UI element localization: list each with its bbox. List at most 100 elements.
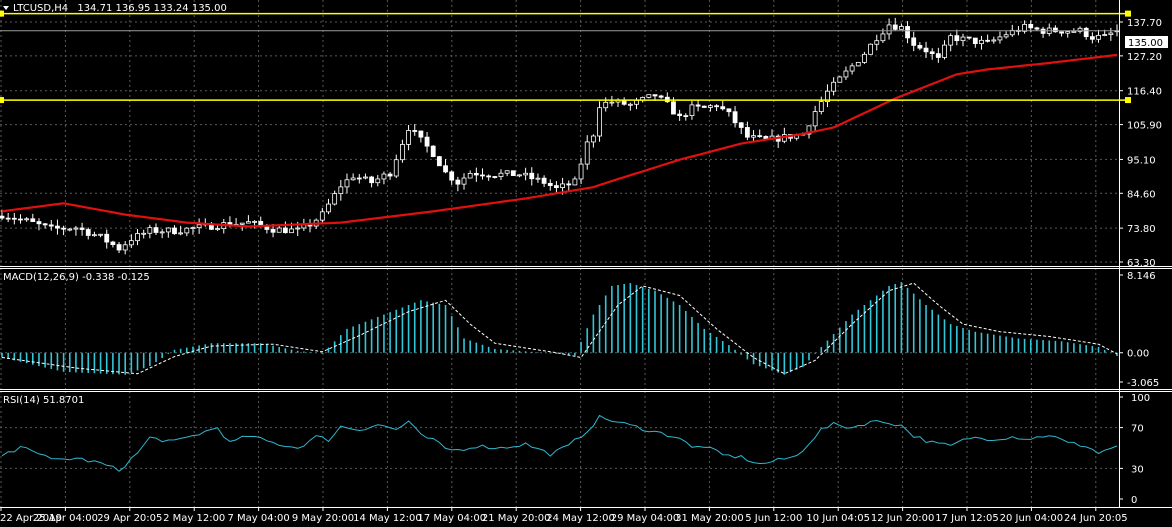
candle-body <box>597 107 602 137</box>
candle-body <box>350 177 356 181</box>
candle-body <box>1077 27 1083 32</box>
candle-body <box>584 141 590 165</box>
price-tick-label: 137.70 <box>1127 18 1162 29</box>
candle-body <box>332 193 338 205</box>
candle-body <box>61 227 67 230</box>
candle-body <box>55 225 60 229</box>
candle-body <box>165 227 171 233</box>
candle-body <box>689 104 695 117</box>
time-tick-label: 24 Jun 20:05 <box>1064 513 1128 524</box>
candle-body <box>122 244 128 251</box>
time-tick-label: 9 May 20:00 <box>292 513 354 524</box>
candle-body <box>997 36 1003 41</box>
candle-body <box>751 135 756 138</box>
price-tick-label: 63.30 <box>1127 258 1156 269</box>
candle-body <box>289 228 294 234</box>
candle-body <box>116 244 122 251</box>
time-tick-label: 21 May 20:00 <box>482 513 551 524</box>
candle-body <box>387 173 393 177</box>
candle-body <box>418 130 424 138</box>
horizontal-lines[interactable] <box>0 10 1131 104</box>
time-tick-label: 17 May 04:00 <box>418 513 487 524</box>
candle-body <box>135 233 140 242</box>
candle-body <box>369 176 375 184</box>
candle-body <box>818 101 824 112</box>
candle-body <box>381 173 387 180</box>
time-tick-label: 22 Apr 2019 <box>0 513 62 524</box>
candle-body <box>923 47 929 53</box>
candle-body <box>393 159 399 177</box>
current-price-text: 135.00 <box>1128 38 1163 49</box>
rsi-pane[interactable]: 100 70 30 0 RSI(14) 51.8701 <box>0 391 1150 507</box>
candle-body <box>153 227 159 233</box>
candle-body <box>972 37 978 45</box>
horizontal-line-handle <box>1125 97 1131 104</box>
candle-body <box>825 90 830 103</box>
candle-body <box>652 94 658 97</box>
candle-body <box>843 70 849 78</box>
candle-body <box>911 37 917 46</box>
macd-pane[interactable]: 8.146 0.00 -3.065 MACD(12,26,9) -0.338 -0.… <box>0 268 1159 389</box>
candle-body <box>498 172 504 177</box>
candle-body <box>695 104 701 107</box>
candle-body <box>85 229 91 236</box>
rsi-grid <box>0 391 1119 507</box>
candle-body <box>991 39 997 42</box>
candle-body <box>18 218 23 221</box>
price-tick-label: 84.60 <box>1127 189 1156 200</box>
candle-body <box>239 222 245 225</box>
macd-tick-label: 8.146 <box>1127 271 1156 282</box>
candle-body <box>744 127 750 138</box>
candle-body <box>627 103 633 106</box>
candle-body <box>48 224 54 227</box>
time-tick-label: 7 May 04:00 <box>227 513 289 524</box>
price-grid <box>0 0 1119 266</box>
current-price-tag: 135.00 <box>1125 36 1168 49</box>
candle-body <box>714 105 719 108</box>
candle-body <box>319 211 325 221</box>
candle-body <box>554 185 559 189</box>
candle-body <box>455 179 461 185</box>
price-pane[interactable]: 137.70 127.20 116.40 105.90 95.10 84.60 73.80 6… <box>0 0 1168 269</box>
candle-body <box>24 218 30 221</box>
candle-body <box>461 177 467 185</box>
candle-body <box>726 108 732 113</box>
candle-body <box>560 183 565 189</box>
candle-body <box>677 113 683 116</box>
macd-tick-label: -3.065 <box>1127 378 1159 389</box>
candle-body <box>960 36 966 42</box>
candle-body <box>683 115 689 117</box>
time-tick-label: 17 Jun 12:05 <box>935 513 999 524</box>
candle-body <box>412 130 418 132</box>
candle-body <box>720 106 726 110</box>
time-tick-label: 25 Apr 04:00 <box>33 513 98 524</box>
candle-body <box>1040 28 1046 34</box>
candle-body <box>196 224 202 229</box>
header-dropdown-icon[interactable] <box>3 6 9 10</box>
candle-body <box>929 51 935 55</box>
candle-body <box>855 62 861 67</box>
candle-body <box>1065 31 1071 34</box>
candle-body <box>79 227 85 230</box>
time-tick-label: 29 May 04:00 <box>611 513 680 524</box>
price-tick-label: 116.40 <box>1127 87 1162 98</box>
rsi-tick-label: 100 <box>1131 393 1150 404</box>
rsi-tick-label: 70 <box>1131 424 1144 435</box>
candle-body <box>1089 36 1095 40</box>
candle-body <box>295 227 301 230</box>
candle-body <box>258 221 264 226</box>
candle-body <box>535 177 541 180</box>
candle-body <box>880 33 886 42</box>
candle-body <box>375 178 381 184</box>
candle-body <box>1071 30 1077 33</box>
time-tick-label: 12 Jun 20:00 <box>871 513 935 524</box>
candle-body <box>430 145 436 157</box>
candle-body <box>104 233 110 243</box>
horizontal-line-handle <box>0 97 4 104</box>
time-tick-label: 14 May 12:00 <box>353 513 422 524</box>
candle-body <box>73 227 79 230</box>
candle-body <box>831 81 837 92</box>
candle-body <box>0 215 5 219</box>
candle-body <box>215 228 221 231</box>
